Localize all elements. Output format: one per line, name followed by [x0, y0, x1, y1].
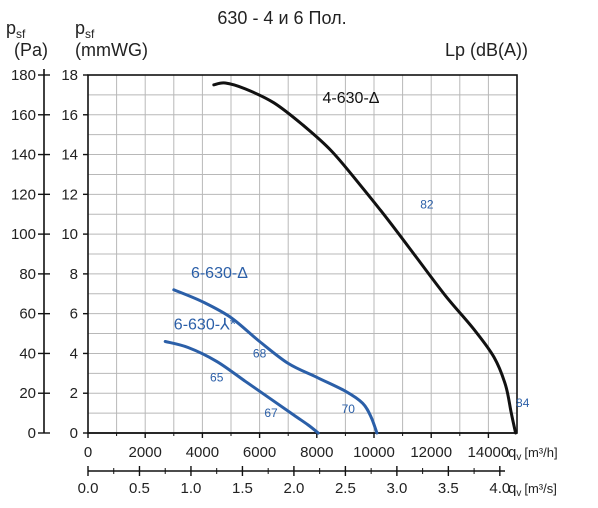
x-m3h-tick-label: 12000 — [410, 444, 452, 461]
y-inner-tick-label: 18 — [61, 67, 78, 84]
x-m3s-sub: v — [516, 488, 521, 499]
y-inner-tick-label: 12 — [61, 186, 78, 203]
series-line-2 — [172, 288, 379, 435]
x-m3h-sub: v — [516, 452, 521, 463]
y-left-axis-label: psf (Pa) — [6, 18, 48, 60]
y-left-tick-label: 0 — [28, 425, 36, 442]
y-left-tick-label: 100 — [11, 226, 36, 243]
y-left-symbol: p — [6, 18, 16, 38]
svg-text:psf: psf — [75, 18, 95, 41]
chart-title: 630 - 4 и 6 Пол. — [217, 8, 346, 28]
noise-level-value: 68 — [253, 346, 267, 360]
x-m3h-tick-label: 6000 — [243, 444, 276, 461]
x-m3s-tick-label: 1.0 — [181, 480, 202, 497]
y-inner-unit: (mmWG) — [75, 40, 148, 60]
x-m3s-unit: [m³/s] — [524, 481, 557, 496]
x-m3s-tick-label: 0.0 — [78, 480, 99, 497]
y-inner-tick-label: 6 — [70, 306, 78, 323]
x-m3s-tick-label: 1.5 — [232, 480, 253, 497]
y-inner-tick-label: 8 — [70, 266, 78, 283]
svg-text:psf: psf — [6, 18, 26, 41]
y-inner-tick-label: 14 — [61, 147, 78, 164]
y-left-tick-label: 20 — [19, 385, 36, 402]
x-m3s-label: qv [m³/s] — [508, 480, 557, 499]
y-left-unit: (Pa) — [14, 40, 48, 60]
noise-level-label: Lp (dB(A)) — [445, 40, 528, 60]
y-inner-tick-label: 16 — [61, 107, 78, 124]
noise-level-value: 82 — [420, 197, 434, 211]
curve-label: 6-630-Δ — [191, 265, 248, 282]
x-m3h-tick-label: 10000 — [353, 444, 395, 461]
y-inner-tick-label: 4 — [70, 345, 78, 362]
y-inner-tick-label: 10 — [61, 226, 78, 243]
x-m3s-tick-label: 4.0 — [489, 480, 510, 497]
x-m3h-tick-label: 14000 — [468, 444, 510, 461]
x-m3s-tick-label: 3.5 — [438, 480, 459, 497]
y-left-tick-label: 120 — [11, 186, 36, 203]
y-inner-tick-label: 0 — [70, 425, 78, 442]
curve-label: 6-630-⅄* — [174, 317, 236, 334]
x-m3h-symbol: q — [508, 444, 516, 461]
x-m3s-tick-label: 2.0 — [283, 480, 304, 497]
x-m3s-tick-label: 3.0 — [386, 480, 407, 497]
x-m3s-symbol: q — [508, 480, 516, 497]
y-inner-tick-label: 2 — [70, 385, 78, 402]
y-left-tick-label: 160 — [11, 107, 36, 124]
axes: 0204060801001201401601800246810121416180… — [11, 67, 518, 497]
y-left-tick-label: 60 — [19, 306, 36, 323]
noise-level-value: 65 — [210, 370, 224, 384]
x-m3h-unit: [m³/h] — [524, 445, 557, 460]
y-inner-sub: sf — [85, 27, 95, 41]
noise-level-value: 70 — [342, 402, 356, 416]
series-layer — [163, 81, 518, 435]
x-m3h-tick-label: 8000 — [300, 444, 333, 461]
y-left-tick-label: 140 — [11, 147, 36, 164]
y-inner-axis-label: psf (mmWG) — [75, 18, 148, 60]
series-line-3 — [163, 340, 320, 435]
noise-level-value: 84 — [516, 396, 530, 410]
x-m3s-tick-label: 2.5 — [335, 480, 356, 497]
curve-label: 4-630-Δ — [323, 90, 380, 107]
y-inner-symbol: p — [75, 18, 85, 38]
series-line-1 — [212, 81, 518, 435]
y-left-tick-label: 180 — [11, 67, 36, 84]
x-m3h-label: qv [m³/h] — [508, 444, 558, 463]
y-left-sub: sf — [16, 27, 26, 41]
grid — [88, 75, 517, 433]
noise-level-value: 67 — [264, 406, 278, 420]
label-layer: 4-630-Δ 6-630-Δ 6-630-⅄* 82 84 68 65 70 67 — [174, 90, 530, 420]
x-m3h-tick-label: 4000 — [186, 444, 219, 461]
y-left-tick-label: 40 — [19, 345, 36, 362]
y-left-tick-label: 80 — [19, 266, 36, 283]
x-m3s-tick-label: 0.5 — [129, 480, 150, 497]
x-m3h-tick-label: 0 — [84, 444, 92, 461]
x-m3h-tick-label: 2000 — [129, 444, 162, 461]
